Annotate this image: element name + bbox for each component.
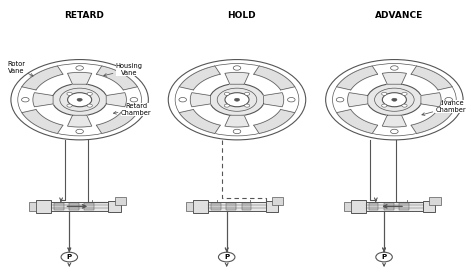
Circle shape (210, 84, 264, 116)
Text: Retard
Chamber: Retard Chamber (113, 103, 151, 116)
Polygon shape (22, 109, 63, 134)
Circle shape (383, 93, 406, 107)
Circle shape (376, 252, 392, 262)
Circle shape (233, 66, 241, 70)
Circle shape (245, 104, 250, 107)
Circle shape (245, 92, 250, 95)
Bar (36, 200, 51, 213)
Circle shape (21, 98, 29, 102)
Bar (266, 201, 278, 212)
Polygon shape (179, 109, 220, 134)
Text: HOLD: HOLD (228, 11, 256, 20)
Polygon shape (382, 115, 407, 127)
Bar (211, 203, 221, 210)
Circle shape (402, 92, 407, 95)
Circle shape (224, 92, 229, 95)
Circle shape (87, 92, 92, 95)
Bar (423, 201, 436, 212)
Polygon shape (382, 72, 407, 84)
Bar (208, 202, 266, 211)
Polygon shape (67, 115, 92, 127)
Polygon shape (254, 109, 295, 134)
Polygon shape (96, 66, 137, 90)
Polygon shape (411, 109, 452, 134)
Bar (51, 202, 109, 211)
Circle shape (382, 92, 387, 95)
Polygon shape (225, 115, 249, 127)
Bar (429, 197, 441, 206)
Polygon shape (96, 109, 137, 134)
Polygon shape (421, 93, 441, 107)
Bar (350, 200, 365, 213)
Polygon shape (411, 66, 452, 90)
Circle shape (382, 104, 387, 107)
Circle shape (67, 104, 72, 107)
Text: Rotor
Vane: Rotor Vane (8, 61, 33, 76)
Polygon shape (337, 109, 378, 134)
Circle shape (130, 98, 138, 102)
Circle shape (233, 129, 241, 134)
Polygon shape (190, 93, 210, 107)
Bar (344, 202, 350, 211)
Polygon shape (179, 66, 220, 90)
Text: P: P (382, 254, 387, 260)
Text: RETARD: RETARD (64, 11, 104, 20)
Bar (193, 200, 208, 213)
Bar (29, 202, 36, 211)
Polygon shape (22, 66, 63, 90)
Polygon shape (347, 93, 368, 107)
Polygon shape (67, 72, 92, 84)
Circle shape (67, 92, 72, 95)
Polygon shape (264, 93, 284, 107)
Text: P: P (224, 254, 229, 260)
Polygon shape (254, 66, 295, 90)
Circle shape (179, 98, 186, 102)
Circle shape (402, 104, 407, 107)
Bar (186, 202, 193, 211)
Circle shape (87, 104, 92, 107)
Circle shape (76, 129, 83, 134)
Circle shape (391, 129, 398, 134)
Circle shape (336, 98, 344, 102)
Circle shape (52, 84, 107, 116)
Text: ADVANCE: ADVANCE (375, 11, 423, 20)
Text: Advance
Chamber: Advance Chamber (422, 101, 466, 116)
Bar (54, 203, 64, 210)
Circle shape (234, 98, 240, 101)
Bar (84, 203, 94, 210)
Polygon shape (337, 66, 378, 90)
Bar (227, 203, 236, 210)
Text: P: P (67, 254, 72, 260)
Bar (69, 203, 79, 210)
Circle shape (76, 66, 83, 70)
Bar (272, 197, 283, 206)
Circle shape (77, 98, 82, 101)
Bar (365, 202, 423, 211)
Circle shape (68, 93, 91, 107)
Circle shape (61, 252, 78, 262)
Bar (369, 203, 379, 210)
Bar (384, 203, 393, 210)
Circle shape (391, 66, 398, 70)
Circle shape (392, 98, 397, 101)
Bar (109, 201, 121, 212)
Circle shape (288, 98, 295, 102)
Circle shape (445, 98, 453, 102)
Circle shape (60, 88, 100, 111)
Bar (115, 197, 126, 206)
Polygon shape (106, 93, 127, 107)
Text: Housing
Vane: Housing Vane (104, 63, 143, 76)
Bar (399, 203, 409, 210)
Bar (242, 203, 251, 210)
Circle shape (219, 252, 235, 262)
Circle shape (224, 104, 229, 107)
Circle shape (217, 88, 257, 111)
Circle shape (225, 93, 249, 107)
Circle shape (374, 88, 414, 111)
Circle shape (367, 84, 422, 116)
Polygon shape (33, 93, 53, 107)
Polygon shape (225, 72, 249, 84)
